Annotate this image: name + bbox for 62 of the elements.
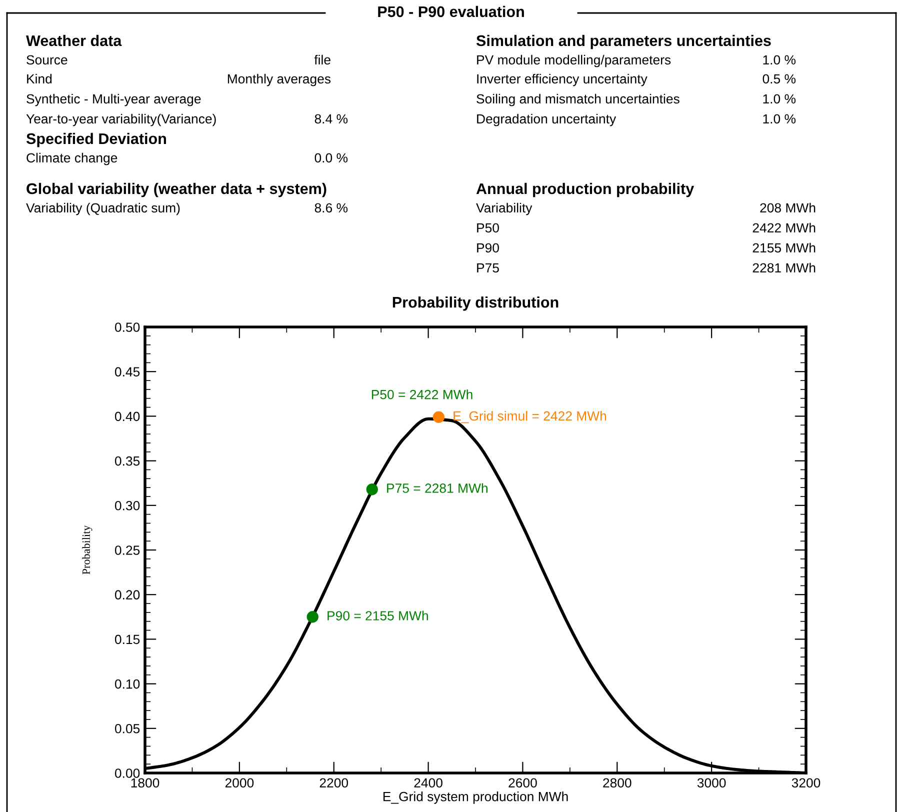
text: Inverter efficiency uncertainty	[477, 74, 648, 86]
text: Annual production probability	[476, 182, 694, 198]
x-tick-label: 3200	[792, 778, 820, 788]
x-tick-label: 1800	[131, 778, 160, 788]
y-tick-label: 0.35	[114, 456, 140, 466]
y-tick-label: 0.15	[114, 634, 140, 644]
text: 2422 MWh	[752, 222, 816, 232]
point	[432, 411, 445, 423]
text: 1.0 %	[763, 94, 796, 104]
x-tick-label: 2400	[414, 778, 442, 788]
text: 2281 MWh	[752, 262, 816, 273]
text: 2155 MWh	[752, 242, 816, 253]
x-tick-label: 2200	[320, 778, 348, 788]
chart-title: Probability distribution	[392, 296, 558, 311]
text: Monthly averages	[228, 74, 331, 86]
annotation: E_Grid simul = 2422 MWh	[454, 410, 606, 424]
text: Synthetic - Multi-year average	[26, 94, 201, 106]
text: P75	[477, 263, 499, 273]
text: P90	[477, 243, 499, 253]
text: Specified Deviation	[26, 132, 166, 148]
y-axis-title: Probability	[82, 525, 92, 574]
y-tick-label: 0.20	[114, 590, 140, 600]
text: Variability	[476, 202, 532, 216]
y-tick-label: 0.05	[114, 724, 140, 734]
text: Simulation and parameters uncertainties	[476, 34, 771, 50]
text: Climate change	[26, 152, 118, 166]
y-tick-label: 0.25	[114, 546, 140, 555]
text: 8.4 %	[314, 114, 348, 124]
text: P50	[477, 223, 499, 233]
text: 0.0 %	[314, 153, 348, 163]
text: Global variability (weather data + system)	[26, 182, 326, 198]
point	[366, 484, 378, 496]
annotation: P75 = 2281 MWh	[387, 483, 488, 493]
annotation: P50 = 2422 MWh	[372, 390, 472, 400]
text: 0.5 %	[762, 74, 796, 84]
text: 8.6 %	[314, 203, 348, 213]
text: Source	[26, 55, 68, 65]
annotation: P90 = 2155 MWh	[328, 610, 428, 620]
y-tick-label: 0.45	[114, 367, 140, 377]
y-tick-label: 0.40	[114, 412, 140, 422]
text: 208 MWh	[760, 202, 816, 213]
x-tick-label: 2800	[603, 778, 632, 788]
text: P50 - P90 evaluation	[378, 6, 524, 18]
text: Variability (Quadratic sum)	[26, 202, 180, 216]
text: 1.0 %	[763, 114, 796, 124]
text: Soiling and mismatch uncertainties	[476, 94, 680, 106]
text: Year-to-year variability(Variance)	[26, 114, 216, 126]
x-axis-title: E_Grid system production MWh	[383, 792, 568, 804]
text: Degradation uncertainty	[477, 114, 616, 126]
text: Kind	[27, 74, 52, 84]
x-tick-label: 2000	[225, 778, 254, 788]
text: file	[314, 54, 330, 65]
y-tick-label: 0.50	[114, 322, 140, 332]
point	[306, 611, 318, 623]
x-tick-label: 3000	[697, 778, 726, 788]
y-tick-label: 0.00	[114, 768, 140, 778]
y-tick-label: 0.10	[114, 679, 140, 689]
text: Weather data	[26, 34, 122, 46]
text: 1.0 %	[763, 55, 796, 65]
x-tick-label: 2600	[508, 778, 537, 788]
y-tick-label: 0.30	[114, 500, 140, 510]
text: PV module modelling/parameters	[477, 54, 671, 68]
